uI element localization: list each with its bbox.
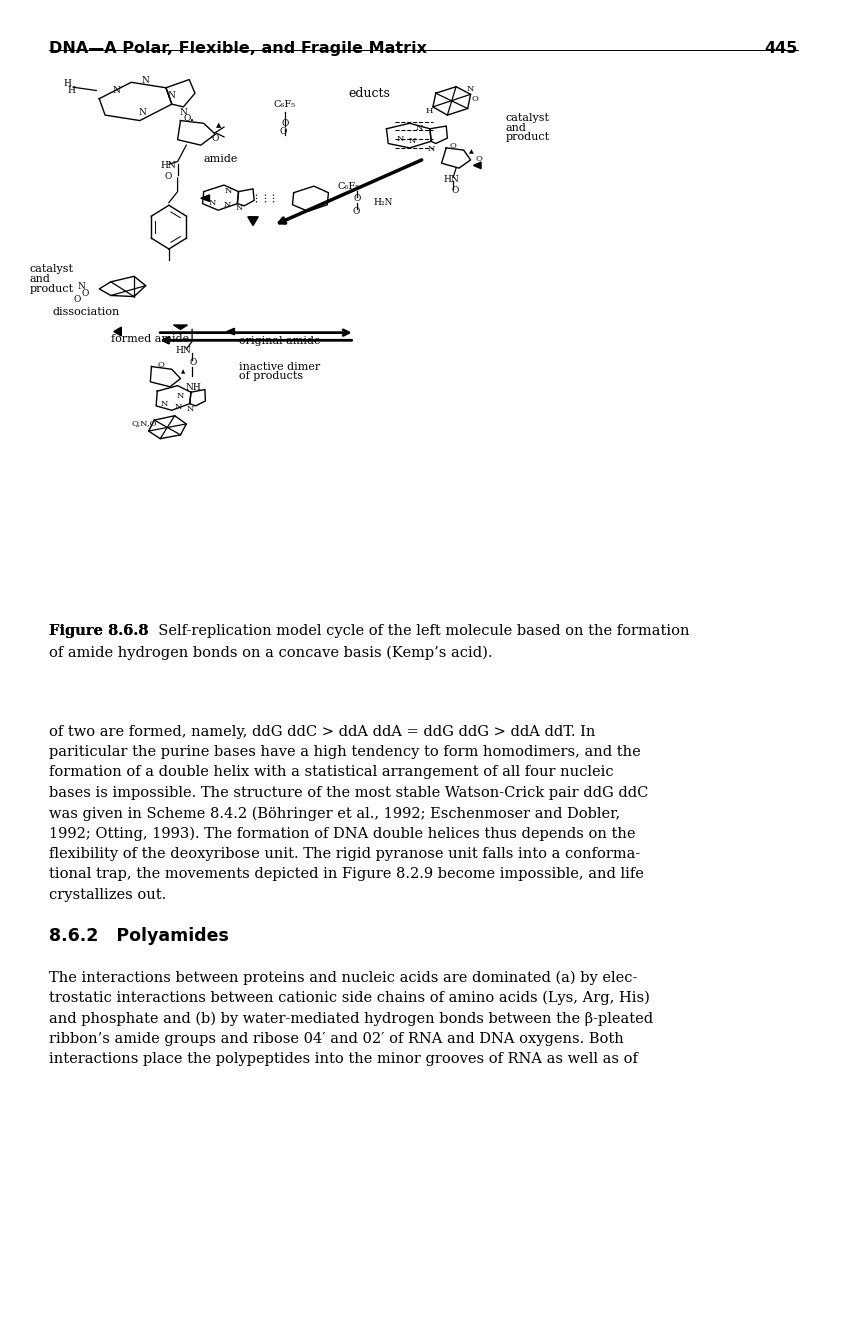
Text: N: N [180,107,187,117]
Text: formed amide: formed amide [111,334,189,344]
Text: N: N [186,406,194,414]
Text: of amide hydrogen bonds on a concave basis (Kemp’s acid).: of amide hydrogen bonds on a concave bas… [49,646,493,661]
Text: N: N [161,400,168,408]
Text: O: O [281,118,289,128]
Text: N: N [139,107,147,117]
Text: N: N [396,134,403,142]
Text: ribbon’s amide groups and ribose 04′ and 02′ of RNA and DNA oxygens. Both: ribbon’s amide groups and ribose 04′ and… [49,1031,624,1046]
Text: •: • [190,117,194,125]
Text: Q,N,O: Q,N,O [131,419,157,427]
Polygon shape [174,325,187,329]
Text: N: N [141,77,150,85]
Text: pariticular the purine bases have a high tendency to form homodimers, and the: pariticular the purine bases have a high… [49,745,641,759]
Text: N: N [224,187,232,195]
Text: was given in Scheme 8.4.2 (Böhringer et al., 1992; Eschenmoser and Dobler,: was given in Scheme 8.4.2 (Böhringer et … [49,806,620,821]
Text: NH: NH [185,383,201,392]
Text: and: and [30,274,51,285]
Text: N: N [467,86,474,94]
Text: O: O [450,142,457,150]
Text: O: O [158,361,165,369]
Text: interactions place the polypeptides into the minor grooves of RNA as well as of: interactions place the polypeptides into… [49,1052,638,1066]
Text: N: N [409,137,416,145]
Text: The interactions between proteins and nucleic acids are dominated (a) by elec-: The interactions between proteins and nu… [49,970,638,984]
Text: HN: HN [443,175,459,184]
Text: of products: of products [239,372,302,381]
Polygon shape [227,328,235,334]
Text: N: N [175,403,182,411]
Polygon shape [201,195,209,201]
Polygon shape [473,163,481,169]
Text: bases is impossible. The structure of the most stable Watson-Crick pair ddG ddC: bases is impossible. The structure of th… [49,786,649,800]
Text: 8.6.2   Polyamides: 8.6.2 Polyamides [49,927,229,945]
Text: C₆F₅: C₆F₅ [274,99,296,109]
Text: DNA—A Polar, Flexible, and Fragile Matrix: DNA—A Polar, Flexible, and Fragile Matri… [49,40,427,56]
Text: ▲: ▲ [469,150,474,154]
Text: O: O [212,134,219,144]
Text: Self-replication model cycle of the left molecule based on the formation: Self-replication model cycle of the left… [148,623,689,638]
Text: of two are formed, namely, ddG ddC > ddA ddA = ddG ddG > ddA ddT. In: of two are formed, namely, ddG ddC > ddA… [49,725,595,739]
Text: and phosphate and (b) by water-mediated hydrogen bonds between the β-pleated: and phosphate and (b) by water-mediated … [49,1011,653,1026]
Text: inactive dimer: inactive dimer [239,361,320,372]
Polygon shape [248,216,258,226]
Text: N: N [416,124,424,132]
Text: 445: 445 [765,40,798,56]
Text: O: O [190,357,197,367]
Text: N: N [236,204,243,212]
Text: catalyst: catalyst [506,113,550,122]
Text: C₆F₅: C₆F₅ [338,181,360,191]
Text: formation of a double helix with a statistical arrangement of all four nucleic: formation of a double helix with a stati… [49,766,614,779]
Text: N: N [177,392,184,399]
Text: product: product [506,132,550,142]
Text: O: O [476,154,483,163]
Text: H: H [425,107,433,115]
Text: O: O [354,195,361,203]
Text: N: N [428,145,435,153]
Text: O: O [472,95,479,102]
Text: HN: HN [160,161,176,169]
Text: O: O [184,114,191,124]
Text: O: O [74,295,81,305]
Text: N: N [113,86,120,95]
Text: educts: educts [349,87,390,99]
Text: Figure 8.6.8: Figure 8.6.8 [49,623,148,638]
Text: O: O [451,187,458,195]
Text: O: O [81,289,88,298]
Text: O: O [164,172,171,181]
Text: crystallizes out.: crystallizes out. [49,888,166,902]
Text: and: and [506,122,526,133]
Text: ▲: ▲ [215,121,221,129]
Text: ▲: ▲ [181,369,185,375]
Text: H: H [64,79,71,87]
Text: 1992; Otting, 1993). The formation of DNA double helices thus depends on the: 1992; Otting, 1993). The formation of DN… [49,826,635,841]
Text: HN: HN [176,345,191,355]
Text: N: N [208,199,216,207]
Text: H₂N: H₂N [374,197,393,207]
Text: O: O [280,128,287,136]
Text: O: O [352,207,359,216]
Text: tional trap, the movements depicted in Figure 8.2.9 become impossible, and life: tional trap, the movements depicted in F… [49,868,644,881]
Text: catalyst: catalyst [30,265,74,274]
Text: N: N [78,282,86,291]
Polygon shape [113,328,121,336]
Text: flexibility of the deoxyribose unit. The rigid pyranose unit falls into a confor: flexibility of the deoxyribose unit. The… [49,847,640,861]
Text: Figure 8.6.8: Figure 8.6.8 [49,623,148,638]
Text: product: product [30,283,74,294]
Text: N: N [168,91,175,101]
Text: H: H [68,86,75,95]
Text: trostatic interactions between cationic side chains of amino acids (Lys, Arg, Hi: trostatic interactions between cationic … [49,991,650,1005]
Text: amide: amide [204,154,238,164]
Text: N: N [224,201,230,210]
Text: original amide: original amide [239,336,320,346]
Text: dissociation: dissociation [53,306,120,317]
